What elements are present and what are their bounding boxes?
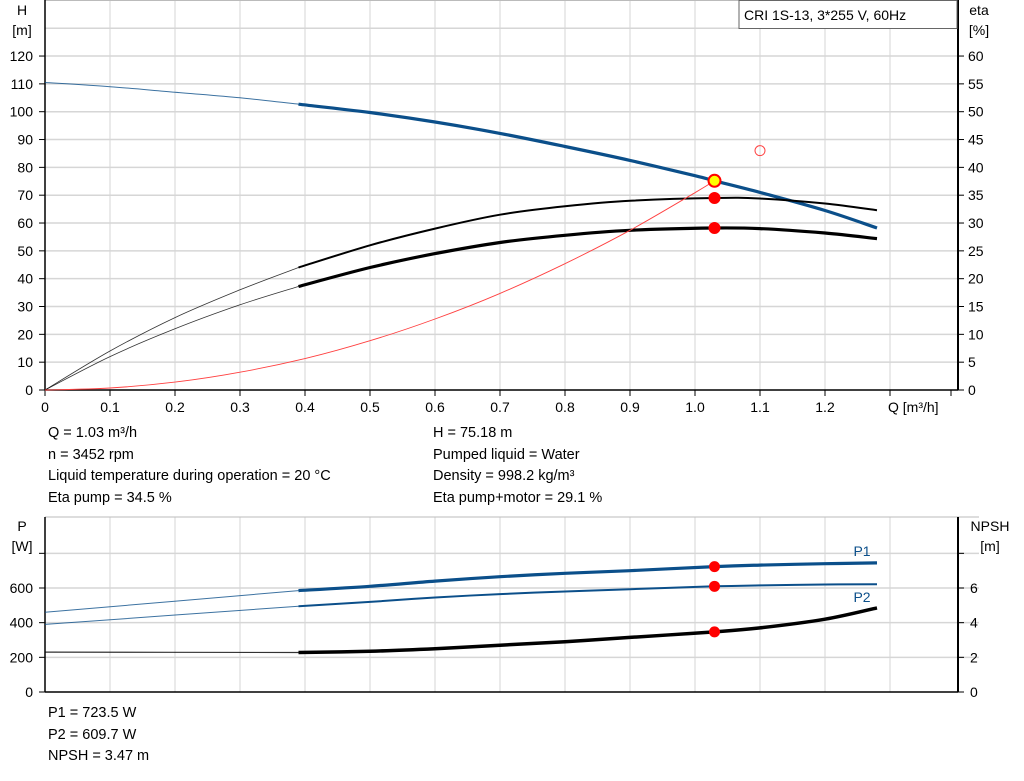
y-tick-label-right: 20 bbox=[968, 271, 984, 287]
y-tick-label-left: 90 bbox=[17, 132, 33, 148]
y-axis-label-right: eta bbox=[969, 2, 989, 18]
y-tick-label-right: 40 bbox=[968, 159, 984, 175]
y-tick-label-right: 30 bbox=[968, 215, 984, 231]
y-tick-label-right: 35 bbox=[968, 187, 984, 203]
y-tick-label-right: 60 bbox=[968, 48, 984, 64]
bottom-NPSH-curve bbox=[298, 606, 878, 655]
info-top-left: Q = 1.03 m³/h n = 3452 rpm Liquid temper… bbox=[48, 423, 331, 509]
x-tick-label: 1.1 bbox=[750, 399, 770, 415]
requested-point bbox=[754, 145, 766, 157]
x-tick-label: 0.6 bbox=[425, 399, 445, 415]
info-temp: Liquid temperature during operation = 20… bbox=[48, 468, 331, 484]
y-tick-label-left: 20 bbox=[17, 326, 33, 342]
y-tick-label-left: 0 bbox=[25, 684, 33, 700]
y-tick-label-right: 15 bbox=[968, 299, 984, 315]
bottom-P1-curve bbox=[298, 561, 878, 593]
y-axis-unit-left: [W] bbox=[12, 538, 33, 554]
y-tick-label-right: 0 bbox=[970, 684, 978, 700]
series-label-p1: P1 bbox=[853, 543, 870, 559]
x-axis-label: Q [m³/h] bbox=[888, 399, 939, 415]
x-tick-label: 0.2 bbox=[165, 399, 185, 415]
series-label-p2: P2 bbox=[853, 589, 870, 605]
duty-point bbox=[707, 173, 722, 188]
legend-text: CRI 1S-13, 3*255 V, 60Hz bbox=[744, 7, 906, 23]
x-tick-label: 1.0 bbox=[685, 399, 705, 415]
p2-point bbox=[709, 580, 720, 592]
x-tick-label: 0 bbox=[41, 399, 49, 415]
info-liquid: Pumped liquid = Water bbox=[433, 446, 580, 463]
y-tick-label-left: 200 bbox=[10, 649, 34, 665]
top-eta_pump_motor-curve bbox=[298, 226, 878, 289]
info-top-right: H = 75.18 m Pumped liquid = Water Densit… bbox=[433, 423, 602, 509]
y-tick-label-left: 40 bbox=[17, 271, 33, 287]
y-tick-label-left: 10 bbox=[17, 354, 33, 370]
eta-pump-motor-point bbox=[708, 222, 721, 235]
x-tick-label: 0.7 bbox=[490, 399, 510, 415]
info-eta-pump-motor: Eta pump+motor = 29.1 % bbox=[433, 489, 603, 506]
npsh-point bbox=[709, 626, 720, 638]
bottom-P2-curve bbox=[298, 583, 878, 608]
bottom-P2-curve-extended bbox=[44, 605, 299, 625]
top-H-curve-extended bbox=[44, 82, 299, 105]
bottom-P1-curve-extended bbox=[44, 590, 299, 613]
x-tick-label: 1.2 bbox=[815, 399, 835, 415]
y-axis-unit-right: [m] bbox=[980, 538, 999, 554]
y-axis-unit-right: [%] bbox=[969, 22, 989, 38]
info-q: Q = 1.03 m³/h bbox=[48, 425, 138, 441]
info-density: Density = 998.2 kg/m³ bbox=[433, 468, 575, 484]
y-tick-label-left: 60 bbox=[17, 215, 33, 231]
y-tick-label-left: 120 bbox=[10, 48, 34, 64]
y-tick-label-right: 0 bbox=[968, 382, 976, 398]
x-tick-label: 0.4 bbox=[295, 399, 315, 415]
y-tick-label-left: 100 bbox=[10, 104, 34, 120]
x-tick-label: 0.3 bbox=[230, 399, 250, 415]
x-tick-label: 0.5 bbox=[360, 399, 380, 415]
top-eta_pump_motor-curve-extended bbox=[44, 286, 299, 391]
y-axis-unit-left: [m] bbox=[12, 22, 31, 38]
y-tick-label-right: 45 bbox=[968, 132, 984, 148]
x-tick-label: 0.8 bbox=[555, 399, 575, 415]
y-tick-label-left: 400 bbox=[10, 615, 34, 631]
x-tick-label: 0.1 bbox=[100, 399, 120, 415]
info-p2: P2 = 609.7 W bbox=[48, 726, 137, 743]
y-tick-label-right: 2 bbox=[970, 649, 978, 665]
info-h: H = 75.18 m bbox=[433, 425, 513, 441]
x-tick-label: 0.9 bbox=[620, 399, 640, 415]
y-tick-label-left: 30 bbox=[17, 299, 33, 315]
y-tick-label-right: 5 bbox=[968, 354, 976, 370]
p1-point bbox=[709, 561, 720, 573]
info-npsh: NPSH = 3.47 m bbox=[48, 748, 150, 764]
system-curve bbox=[44, 180, 715, 391]
y-tick-label-right: 50 bbox=[968, 104, 984, 120]
y-axis-label-left: H bbox=[17, 2, 27, 18]
top-eta_pump-curve-extended bbox=[44, 267, 299, 391]
eta-pump-point bbox=[708, 191, 721, 204]
y-tick-label-right: 6 bbox=[970, 580, 978, 596]
info-eta-pump: Eta pump = 34.5 % bbox=[48, 489, 172, 506]
y-axis-label-left: P bbox=[17, 518, 26, 534]
y-tick-label-right: 10 bbox=[968, 326, 984, 342]
y-tick-label-right: 4 bbox=[970, 615, 978, 631]
info-bottom: P1 = 723.5 W P2 = 609.7 W NPSH = 3.47 m bbox=[48, 703, 149, 768]
y-axis-label-right: NPSH bbox=[971, 518, 1010, 534]
y-tick-label-left: 70 bbox=[17, 187, 33, 203]
y-tick-label-left: 0 bbox=[25, 382, 33, 398]
y-tick-label-left: 80 bbox=[17, 159, 33, 175]
y-tick-label-right: 55 bbox=[968, 76, 984, 92]
y-tick-label-left: 600 bbox=[10, 580, 34, 596]
legend-box bbox=[738, 0, 958, 29]
top-eta_pump-curve bbox=[298, 196, 878, 269]
y-tick-label-left: 110 bbox=[11, 76, 34, 92]
info-p1: P1 = 723.5 W bbox=[48, 705, 137, 721]
y-tick-label-right: 25 bbox=[968, 243, 984, 259]
info-n: n = 3452 rpm bbox=[48, 446, 134, 463]
top-H-curve bbox=[298, 102, 878, 230]
y-tick-label-left: 50 bbox=[17, 243, 33, 259]
